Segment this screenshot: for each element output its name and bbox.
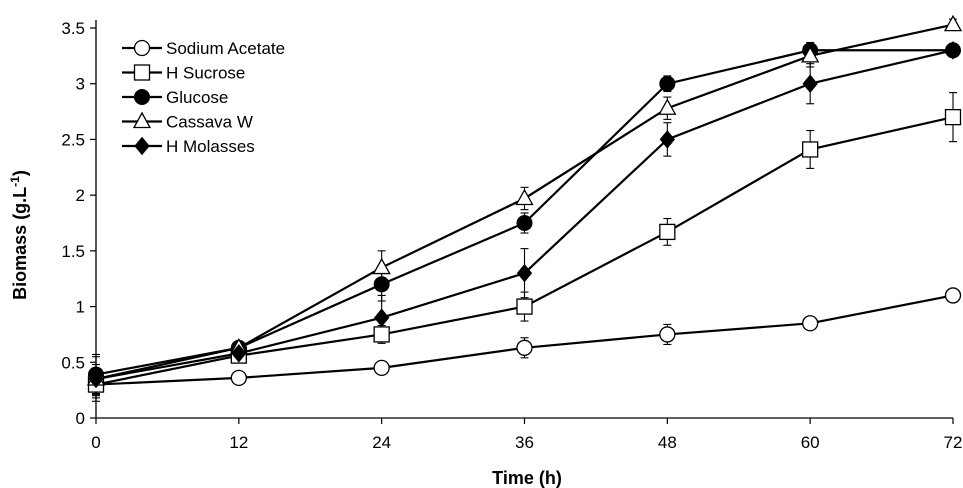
data-point — [516, 215, 533, 231]
x-tick-label: 0 — [91, 433, 100, 452]
data-point — [802, 141, 819, 158]
legend-item: H Sucrose — [122, 64, 245, 83]
data-point — [374, 308, 390, 328]
data-point — [659, 223, 676, 241]
legend: Sodium Acetate H Sucrose Glucose Cassava W H… — [122, 39, 285, 156]
data-point — [373, 326, 390, 343]
y-axis-title: Biomass (g.L-1) — [8, 170, 30, 300]
legend-label: Glucose — [166, 88, 228, 107]
y-tick-label: 2 — [76, 186, 85, 205]
plot-area — [86, 14, 963, 402]
legend-label: H Sucrose — [166, 64, 245, 83]
data-point — [802, 315, 819, 332]
data-point — [658, 98, 677, 115]
data-point — [516, 298, 533, 315]
data-point — [230, 369, 247, 387]
series-markers-4 — [88, 40, 961, 389]
legend-label: Cassava W — [166, 113, 253, 132]
data-point — [943, 14, 963, 32]
legend-item: H Molasses — [122, 136, 255, 156]
y-tick-label: 0.5 — [61, 353, 85, 372]
data-point — [659, 130, 675, 149]
data-point — [659, 75, 676, 92]
y-tick-label: 1 — [76, 298, 85, 317]
legend-label: H Molasses — [166, 137, 255, 156]
legend-item: Glucose — [122, 88, 228, 107]
legend-marker — [134, 89, 150, 105]
x-tick-label: 12 — [229, 433, 248, 452]
y-tick-label: 0 — [76, 409, 85, 428]
data-point — [373, 359, 390, 377]
legend-item: Cassava W — [122, 111, 253, 132]
x-tick-label: 72 — [944, 433, 963, 452]
x-tick-label: 24 — [372, 433, 391, 452]
y-tick-label: 1.5 — [61, 242, 85, 261]
data-point — [88, 369, 104, 389]
data-point — [516, 339, 533, 356]
series-markers-0 — [87, 287, 962, 393]
x-tick-label: 48 — [658, 433, 677, 452]
legend-marker — [134, 136, 150, 156]
data-point — [802, 74, 818, 94]
data-point — [945, 40, 961, 60]
legend-item: Sodium Acetate — [122, 39, 285, 58]
y-axis-title-main: Biomass (g.L — [10, 187, 30, 300]
data-point — [516, 263, 533, 283]
x-axis-title: Time (h) — [492, 468, 562, 488]
data-point — [372, 257, 391, 275]
data-point — [231, 344, 247, 363]
legend-marker — [132, 111, 152, 129]
y-tick-label: 3.5 — [61, 19, 85, 38]
data-point — [515, 188, 534, 206]
legend-label: Sodium Acetate — [166, 39, 285, 58]
y-tick-label: 2.5 — [61, 130, 85, 149]
data-point — [373, 276, 390, 293]
x-tick-label: 60 — [801, 433, 820, 452]
y-axis-title-superscript: -1 — [8, 176, 22, 187]
y-tick-label: 3 — [76, 75, 85, 94]
svg-text:Biomass (g.L-1): Biomass (g.L-1) — [8, 170, 30, 300]
legend-marker — [133, 39, 151, 57]
x-tick-label: 36 — [515, 433, 534, 452]
data-point — [944, 108, 962, 126]
legend-marker — [133, 64, 151, 81]
data-point — [801, 46, 820, 63]
data-point — [659, 326, 676, 343]
axes: 0 0.5 1 1.5 2 2.5 3 3.5 0 12 24 36 48 60 72 — [61, 19, 962, 452]
data-point — [944, 287, 962, 304]
y-axis-title-close: ) — [10, 170, 30, 176]
